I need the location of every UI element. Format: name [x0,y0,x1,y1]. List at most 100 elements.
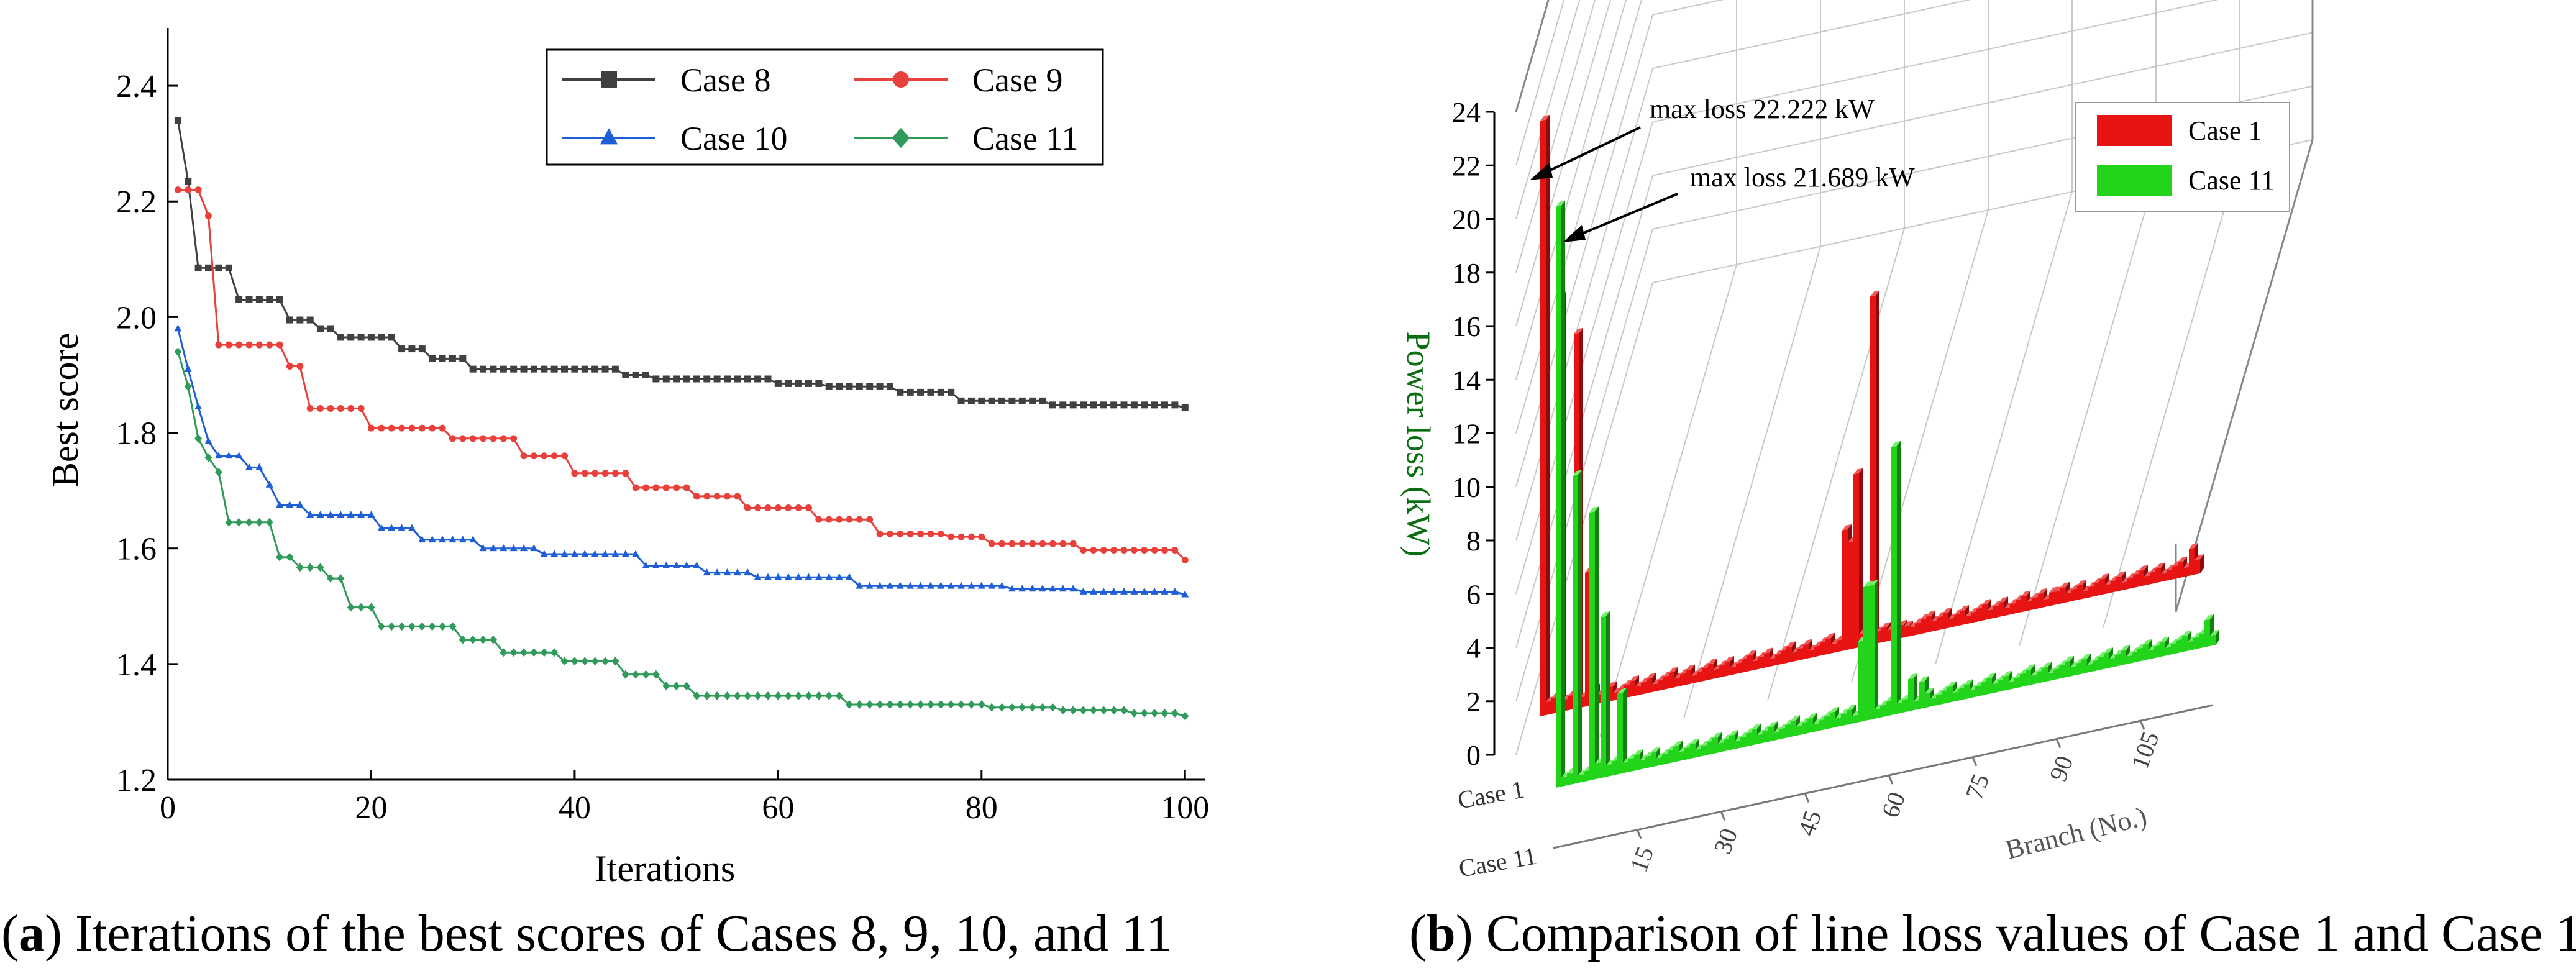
bar-front [2010,603,2016,615]
data-point [988,581,996,589]
bar-front [2183,567,2189,577]
bar-front [1792,652,1797,662]
bar-top [1842,524,1852,531]
data-point [1140,709,1148,718]
data-point [1110,401,1118,409]
bar-front [1791,720,1796,737]
data-point [785,504,792,512]
data-point [388,424,395,432]
data-point [286,363,293,370]
bar-front [1679,750,1684,762]
bar-top [1712,732,1722,739]
bar-front [1752,728,1757,746]
data-point [774,380,782,387]
panel-b-ztick-label: 0 [1466,739,1481,771]
data-point [1141,546,1148,554]
bar-front [1730,666,1736,675]
bar-top [2160,636,2169,643]
data-point [866,516,874,523]
bar-front [1813,723,1819,732]
data-point [917,530,925,537]
panel-b-xtick-label: 75 [1960,770,1994,803]
bar-front [1551,697,1557,714]
panel-a-line-chart: 1.2 1.4 1.6 1.8 2.0 2.2 2.4 0 20 40 60 80 100 Iterat… [45,28,1209,889]
series-case-9 [174,186,1189,563]
bar-front [2155,567,2161,583]
panel-b-ztick-label: 2 [1466,686,1481,718]
left-wall-gridline [1515,0,1612,327]
bar-front [1662,753,1668,765]
panel-a-ytick-label: 2.0 [116,300,157,335]
data-point [591,365,599,373]
data-point [1100,587,1108,595]
bar-side [1859,468,1863,647]
bar-front [2178,561,2183,578]
panel-a-axes: 1.2 1.4 1.6 1.8 2.0 2.2 2.4 0 20 40 60 80 100 [116,28,1209,826]
data-point [917,388,925,396]
data-point [998,540,1006,547]
left-wall-gridline [1515,121,1653,595]
data-point [825,516,833,523]
data-point [1008,703,1016,712]
data-point [327,404,334,412]
bar-top [1807,713,1817,719]
data-point [652,375,660,383]
data-point [1100,546,1107,554]
panel-b-xtick [1971,757,1978,767]
data-point [856,383,863,390]
bar-front [1786,646,1792,664]
bar-side [2200,554,2204,573]
bar-front [1796,725,1802,736]
bar-top [1647,673,1656,680]
data-point [713,375,721,383]
bar-top [2210,629,2219,636]
data-point [662,682,670,691]
bar-front [1797,647,1803,661]
bar-front [2165,647,2171,656]
data-point [1069,401,1077,409]
data-point [550,550,559,557]
bar-top [2038,588,2047,595]
data-point [1069,585,1077,592]
bar-front [2049,591,2055,606]
panel-b-caption-text: Comparison of line loss values of Case 1… [1486,905,2576,962]
data-point [480,435,487,442]
data-point [835,691,843,700]
data-point [815,573,823,580]
data-point [998,703,1006,712]
data-point [795,380,802,387]
bar-top [2049,586,2058,593]
bar-front [1595,762,1601,780]
bar-front [2027,601,2032,611]
series-line [176,328,1185,596]
series-case-10 [174,324,1189,598]
bar-front [1820,641,1825,656]
data-point [316,563,324,572]
bar-front [1628,758,1634,772]
data-point [926,581,934,589]
data-point [713,691,721,700]
data-point [957,700,966,709]
bar-front [1919,681,1925,709]
bar-front [2070,666,2076,677]
data-point [347,511,355,518]
bar-top [2178,556,2187,563]
left-wall-gridline [1515,0,1581,219]
data-point [347,404,355,412]
bar-front [2032,596,2038,610]
data-point [1171,401,1179,409]
data-point [907,581,915,589]
panel-b-xtick [2055,738,2062,749]
data-point [1110,587,1118,595]
bar-front [2195,559,2200,575]
data-point [621,670,629,679]
data-point [723,493,731,500]
data-point [519,544,528,552]
data-point [642,484,650,491]
panel-a-xtick-label: 100 [1161,790,1209,826]
data-point [774,573,782,580]
bar-front [1696,749,1701,758]
bar-front [1612,760,1617,776]
bar-top [1863,581,1873,588]
bar-side [1606,611,1610,777]
